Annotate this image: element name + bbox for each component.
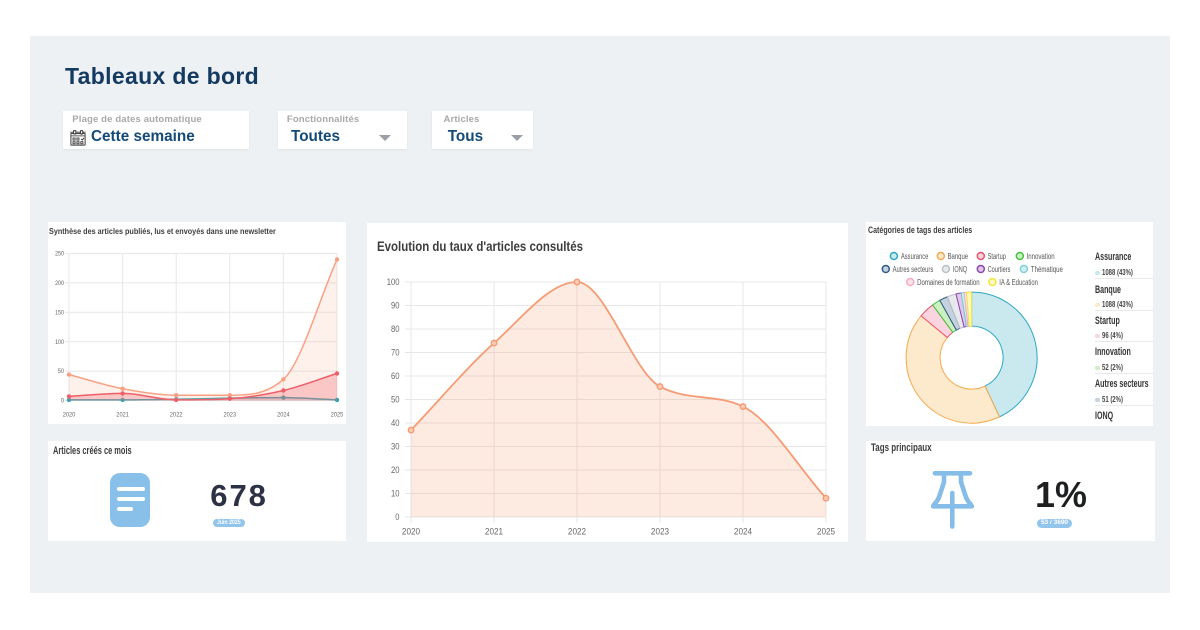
svg-text:40: 40 [391,418,400,428]
svg-text:60: 60 [391,371,400,381]
svg-text:Thématique: Thématique [1031,265,1063,274]
svg-text:2025: 2025 [817,527,835,537]
svg-text:Startup: Startup [988,252,1007,261]
svg-text:2020: 2020 [63,412,76,419]
svg-text:80: 80 [391,324,400,334]
svg-text:2020: 2020 [402,527,420,537]
svg-text:70: 70 [391,348,400,358]
svg-text:Autres secteurs: Autres secteurs [893,265,934,274]
svg-text:Assurance: Assurance [901,252,929,261]
svg-text:2021: 2021 [485,527,503,537]
svg-text:30: 30 [391,442,400,452]
svg-text:2023: 2023 [224,412,237,419]
svg-text:2023: 2023 [651,527,669,537]
svg-text:2024: 2024 [277,412,290,419]
svg-text:90: 90 [391,301,400,311]
svg-text:10: 10 [391,489,400,499]
svg-text:50: 50 [58,369,65,375]
svg-text:0: 0 [395,512,399,522]
svg-text:0: 0 [61,399,65,405]
svg-text:200: 200 [55,281,64,287]
svg-text:Domaines de formation: Domaines de formation [917,278,980,287]
svg-text:2022: 2022 [568,527,586,537]
svg-text:2025: 2025 [331,412,344,419]
svg-text:250: 250 [55,252,64,258]
svg-text:100: 100 [387,277,400,287]
svg-text:IA & Education: IA & Education [999,278,1038,287]
svg-text:2022: 2022 [170,412,183,419]
svg-text:Banque: Banque [948,252,969,261]
svg-text:Innovation: Innovation [1027,252,1055,261]
svg-text:100: 100 [55,340,64,346]
svg-text:2021: 2021 [116,412,129,419]
svg-text:Courtiers: Courtiers [988,265,1011,274]
svg-text:2024: 2024 [734,527,752,537]
svg-text:50: 50 [391,395,400,405]
svg-text:150: 150 [55,310,64,316]
svg-text:20: 20 [391,465,400,475]
svg-text:IONQ: IONQ [953,265,967,274]
